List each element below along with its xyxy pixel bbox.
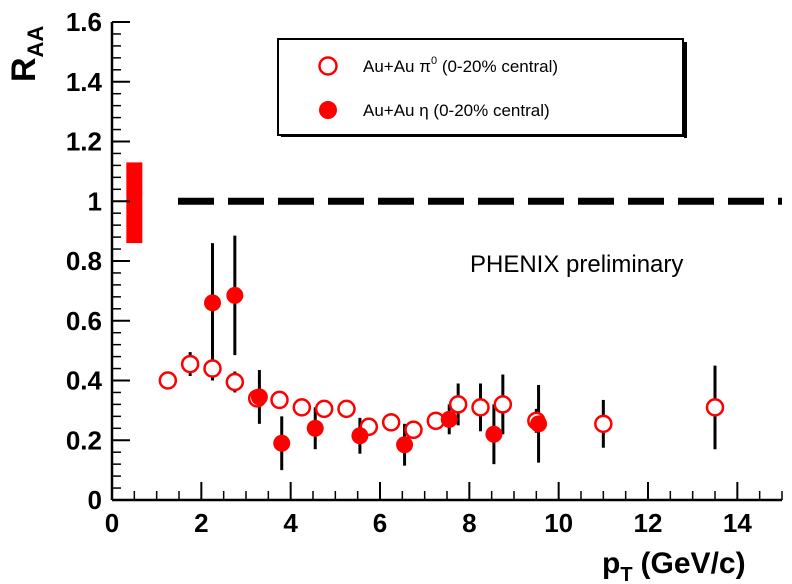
legend-label-eta: Au+Au η (0-20% central) bbox=[363, 101, 550, 120]
data-point-eta bbox=[226, 286, 244, 304]
x-axis-title: pT (GeV/c) bbox=[602, 547, 746, 584]
data-point-pi0 bbox=[448, 395, 468, 414]
data-point-eta bbox=[306, 419, 324, 437]
legend-shadow-bottom bbox=[281, 134, 687, 137]
y-tick-label: 1.4 bbox=[66, 67, 103, 97]
data-point-pi0 bbox=[404, 420, 423, 440]
data-point-pi0 bbox=[203, 359, 222, 378]
y-tick-label: 0.8 bbox=[66, 246, 102, 276]
x-tick-label: 6 bbox=[373, 508, 387, 538]
data-point-eta bbox=[485, 425, 503, 443]
y-tick-label: 0.4 bbox=[66, 366, 103, 396]
legend: Au+Au π0 (0-20% central) Au+Au η (0-20% … bbox=[277, 38, 687, 138]
y-tick-label: 0.6 bbox=[66, 306, 102, 336]
plot-area bbox=[126, 162, 782, 244]
x-tick-label: 4 bbox=[283, 508, 298, 538]
data-point-eta bbox=[440, 410, 458, 428]
data-point-pi0 bbox=[180, 354, 200, 374]
x-tick-label: 8 bbox=[462, 508, 476, 538]
data-point-eta bbox=[396, 436, 414, 454]
data-point-pi0 bbox=[158, 371, 178, 390]
y-tick-label: 1.2 bbox=[66, 127, 102, 157]
data-point-pi0 bbox=[471, 398, 490, 417]
legend-label-pi0: Au+Au π0 (0-20% central) bbox=[363, 55, 558, 76]
y-tick-label: 0 bbox=[88, 485, 102, 515]
data-point-pi0 bbox=[705, 398, 725, 417]
y-tick-label: 0.2 bbox=[66, 425, 102, 455]
legend-marker-eta bbox=[319, 101, 337, 119]
x-tick-label: 2 bbox=[194, 508, 208, 538]
y-tick-label: 1.6 bbox=[66, 7, 102, 37]
x-tick-label: 10 bbox=[544, 508, 573, 538]
data-point-eta bbox=[273, 434, 291, 452]
data-point-eta bbox=[351, 427, 369, 445]
data-markers bbox=[158, 286, 725, 454]
data-point-pi0 bbox=[381, 413, 401, 432]
axes: 0 0.2 0.4 0.6 0.8 1 1.2 1.4 1.6 0 2 4 6 8 10 12 14 bbox=[66, 7, 783, 538]
data-point-pi0 bbox=[493, 395, 513, 414]
x-tick-label: 14 bbox=[723, 508, 752, 538]
legend-shadow-right bbox=[684, 42, 687, 138]
data-point-pi0 bbox=[225, 372, 245, 392]
data-point-eta bbox=[530, 415, 548, 433]
data-point-eta bbox=[250, 388, 268, 406]
data-point-pi0 bbox=[270, 390, 289, 410]
chart-annotation: PHENIX preliminary bbox=[470, 251, 683, 278]
data-point-eta bbox=[204, 294, 221, 312]
normalization-uncertainty-box bbox=[126, 162, 143, 244]
data-point-pi0 bbox=[337, 399, 356, 419]
x-tick-label: 12 bbox=[634, 508, 663, 538]
data-point-pi0 bbox=[292, 398, 312, 417]
y-axis-title: RAA bbox=[5, 26, 48, 82]
data-point-pi0 bbox=[594, 414, 613, 434]
data-point-pi0 bbox=[314, 399, 334, 419]
y-tick-label: 1 bbox=[88, 186, 102, 216]
legend-box bbox=[277, 38, 684, 136]
legend-marker-pi0 bbox=[318, 56, 338, 76]
x-tick-label: 0 bbox=[105, 508, 119, 538]
